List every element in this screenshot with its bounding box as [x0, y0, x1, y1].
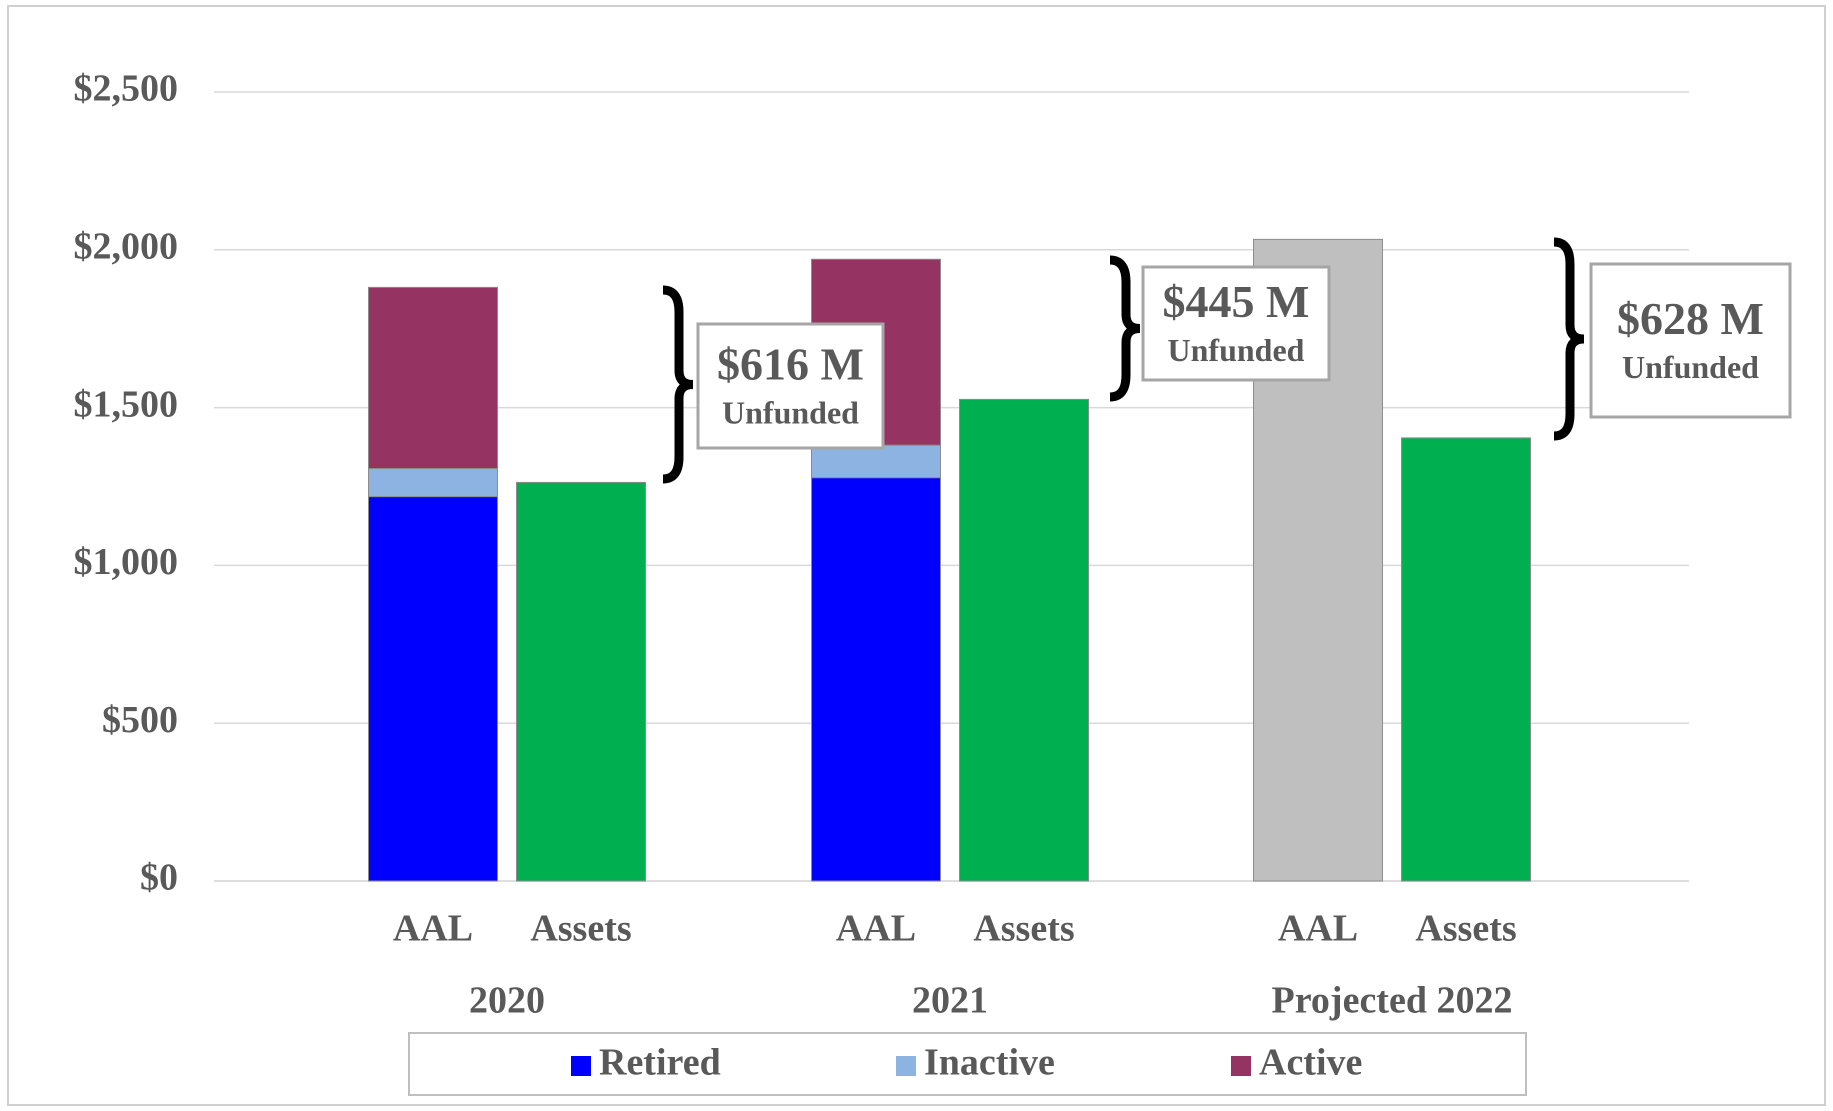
- annotation-box: [1589, 262, 1792, 419]
- legend-label: Inactive: [924, 1042, 1055, 1084]
- x-tick-label: AAL: [1278, 908, 1358, 950]
- group-label: Projected 2022: [1272, 980, 1513, 1022]
- legend-label: Active: [1259, 1042, 1362, 1084]
- bar: [516, 481, 646, 882]
- group-label: 2020: [469, 980, 545, 1022]
- annotation-box: [696, 322, 885, 450]
- y-tick-label: $2,000: [74, 226, 179, 268]
- y-tick-label: $0: [140, 857, 178, 899]
- bar: [368, 468, 498, 498]
- legend-swatch: [1231, 1056, 1251, 1076]
- y-tick-label: $1,500: [74, 383, 179, 425]
- bar: [1401, 437, 1531, 882]
- annotation-text: $445 M: [1163, 276, 1310, 327]
- brace: [1553, 237, 1585, 441]
- brace: [1109, 255, 1141, 402]
- y-tick-label: $2,500: [74, 68, 179, 110]
- bar: [811, 477, 941, 882]
- y-tick-label: $500: [102, 699, 178, 741]
- bar: [368, 286, 498, 470]
- x-tick-label: Assets: [973, 908, 1074, 950]
- bar: [368, 496, 498, 882]
- annotation-text: $616 M: [717, 339, 864, 390]
- annotation-subtext: Unfunded: [722, 394, 859, 430]
- legend-label: Retired: [599, 1042, 721, 1084]
- x-tick-label: AAL: [836, 908, 916, 950]
- y-tick-label: $1,000: [74, 541, 179, 583]
- annotation-subtext: Unfunded: [1168, 332, 1305, 368]
- x-tick-label: Assets: [1415, 908, 1516, 950]
- bar: [959, 398, 1089, 882]
- x-tick-label: Assets: [530, 908, 631, 950]
- brace: [662, 285, 694, 484]
- group-label: 2021: [912, 980, 988, 1022]
- legend-swatch: [896, 1056, 916, 1076]
- legend-box: [408, 1032, 1527, 1096]
- annotation-subtext: Unfunded: [1622, 349, 1759, 385]
- legend-swatch: [571, 1056, 591, 1076]
- bar: [811, 444, 941, 479]
- x-tick-label: AAL: [393, 908, 473, 950]
- annotation-box: [1141, 265, 1331, 382]
- annotation-text: $628 M: [1617, 293, 1764, 344]
